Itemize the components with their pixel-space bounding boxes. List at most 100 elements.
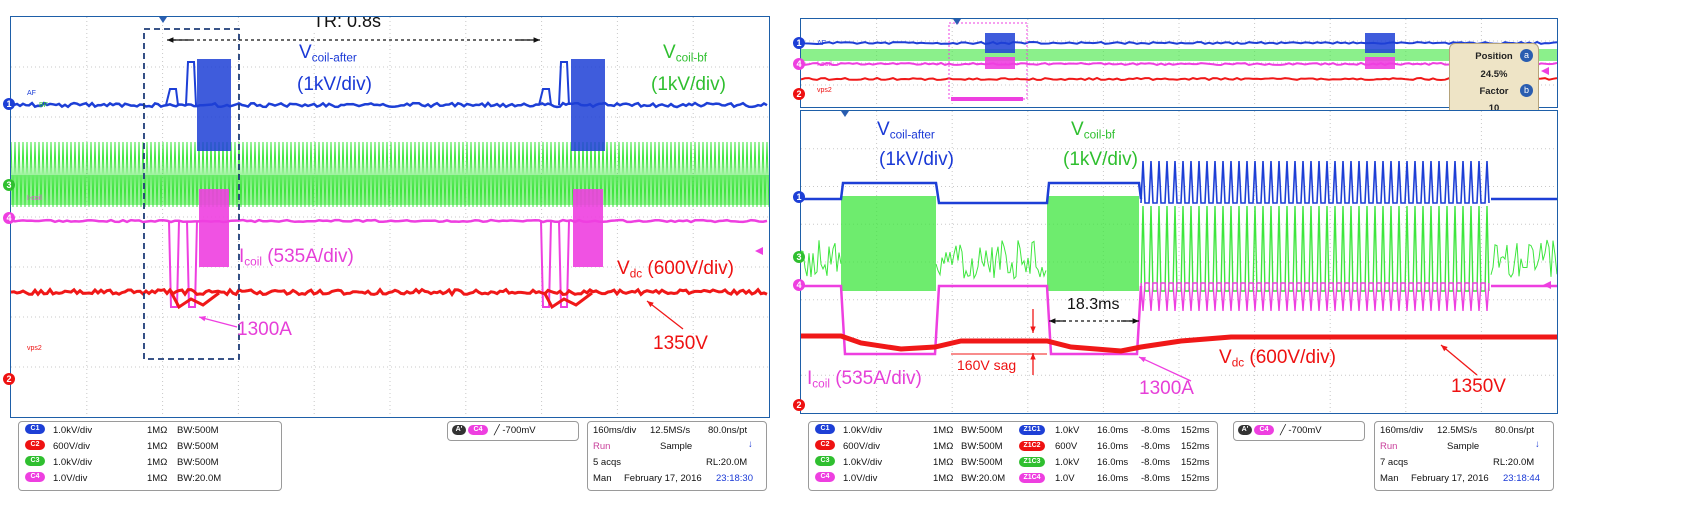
zoom-trigger-position-icon [841, 111, 849, 117]
zoom-channel-pill: Z1C2 [1019, 441, 1051, 452]
channel-pill: C2 [815, 440, 835, 450]
overview-plot-right [801, 19, 1557, 107]
zoom-channel-pill: Z1C3 [1019, 457, 1051, 468]
channel-row[interactable]: C2 600V/div 1MΩ BW:500M [25, 440, 51, 455]
acq-time: 23:18:30 [716, 473, 753, 484]
channel-row[interactable]: C1 1.0kV/div 1MΩ BW:500M Z1C1 1.0kV 16.0ms -8.0… [815, 424, 1215, 439]
channel-row[interactable]: C3 1.0kV/div 1MΩ BW:500M [25, 456, 51, 471]
acq-time: 23:18:44 [1503, 473, 1540, 484]
channel-impedance: 1MΩ [147, 473, 167, 484]
overview-trace-vcoil-bf [801, 49, 1557, 61]
trigger-source-pill: A' [1238, 425, 1252, 435]
label-vcoil-after: Vcoil-after [299, 43, 357, 64]
trace-vcoil-after-step [559, 62, 569, 105]
overview-burst [985, 57, 1015, 69]
zoom-label-current: 1300A [1139, 379, 1194, 398]
acq-record-length: RL:20.0M [1493, 457, 1534, 468]
channel-impedance: 1MΩ [933, 441, 953, 452]
label-vdc: Vdc (600V/div) [617, 259, 734, 280]
sag-arrow-down-head [1030, 327, 1035, 333]
label-vcoil-after-main: V [299, 42, 312, 63]
overview-tag-icoil: I-coil [817, 61, 832, 68]
channel-3-marker[interactable]: 3 [3, 179, 15, 191]
zoom-trace-vcoil-bf [801, 240, 841, 277]
acq-man: Man [1380, 473, 1398, 484]
channel-row[interactable]: C1 1.0kV/div 1MΩ BW:500M [25, 424, 51, 439]
channel-row[interactable]: C4 1.0V/div 1MΩ BW:20.0M [25, 472, 51, 487]
overview-channel-2-marker[interactable]: 2 [793, 88, 805, 100]
label-voltage: 1350V [653, 334, 708, 353]
channel-bandwidth: BW:500M [961, 457, 1003, 468]
zoom-pill: Z1C3 [1019, 457, 1045, 467]
label-vcoil-after-scale: (1kV/div) [297, 75, 372, 94]
zoom-knob-b-icon[interactable]: b [1520, 84, 1533, 97]
channel-bandwidth: BW:500M [177, 425, 219, 436]
waveform-screen-left: TR: 0.8s Vcoil-after (1kV/div) Vcoil-bf … [10, 16, 770, 418]
trigger-channel-pill: C4 [468, 425, 488, 435]
zoom-pos: -8.0ms [1141, 473, 1170, 484]
trace-vcoil-after [11, 103, 767, 107]
overview-tag-vps2: vps2 [817, 87, 832, 94]
zoom-label-vcoil-bf-sub: coil-bf [1084, 128, 1115, 141]
channel-pill: C3 [25, 456, 45, 466]
channel-row[interactable]: C2 600V/div 1MΩ BW:500M Z1C2 600V 16.0ms -8.0ms… [815, 440, 1215, 455]
acq-count: 7 acqs [1380, 457, 1408, 468]
zoom-label-vdc: Vdc (600V/div) [1219, 348, 1336, 369]
zoom-label-interval: 18.3ms [1067, 297, 1119, 313]
channel-row[interactable]: C4 1.0V/div 1MΩ BW:20.0M Z1C4 1.0V 16.0ms -8.0m… [815, 472, 1215, 487]
acq-timebase: 160ms/div [593, 425, 636, 436]
zoom-channel-pill: Z1C1 [1019, 425, 1051, 436]
trigger-panel-left[interactable]: A' C4 ╱ -700mV [447, 421, 579, 441]
zoom-channel-1-marker[interactable]: 1 [793, 191, 805, 203]
zoom-channel-4-marker[interactable]: 4 [793, 279, 805, 291]
overview-tag-af: AF [817, 40, 826, 47]
channel-scale: 1.0V/div [843, 473, 877, 484]
trigger-readout: A' C4 ╱ -700mV [452, 425, 536, 436]
zoom-pill: Z1C2 [1019, 441, 1045, 451]
overview-trace-vdc [801, 78, 1557, 80]
zoom-position-box[interactable]: Position a 24.5% Factor b 10 [1449, 43, 1539, 119]
overview-trigger-level-icon [1541, 67, 1549, 75]
zoom-div: 16.0ms [1097, 457, 1128, 468]
zoom-channel-3-marker[interactable]: 3 [793, 251, 805, 263]
acq-run-state[interactable]: Run [593, 441, 610, 452]
channel-impedance: 1MΩ [147, 457, 167, 468]
channel-scale: 1.0kV/div [53, 457, 92, 468]
channel-pill: C1 [25, 424, 45, 434]
label-icoil-sub: coil [244, 255, 262, 268]
zoom-rec: 152ms [1181, 457, 1210, 468]
zoom-label-vdc-scale: (600V/div) [1244, 347, 1336, 368]
channel-scale: 600V/div [53, 441, 90, 452]
channel-1-marker[interactable]: 1 [3, 98, 15, 110]
zoom-rec: 152ms [1181, 425, 1210, 436]
overview-trace-vcoil-after [801, 42, 1557, 44]
channel-2-marker[interactable]: 2 [3, 373, 15, 385]
label-current: 1300A [237, 320, 292, 339]
overview-screen-right: AF I-coil vps2 [800, 18, 1558, 108]
channel-row[interactable]: C3 1.0kV/div 1MΩ BW:500M Z1C3 1.0kV 16.0ms -8.0… [815, 456, 1215, 471]
tr-annotation: TR: 0.8s [309, 16, 385, 30]
label-vcoil-bf-sub: coil-bf [676, 51, 707, 64]
acq-run-state[interactable]: Run [1380, 441, 1397, 452]
overview-trace-icoil [801, 63, 1557, 65]
zoom-label-voltage: 1350V [1451, 377, 1506, 396]
tr-arrow-left-head [167, 37, 173, 42]
channel-pill: C3 [815, 456, 835, 466]
trigger-level-icon [755, 247, 763, 255]
trace-vcoil-after-step [166, 89, 178, 105]
trigger-panel-right[interactable]: A' C4 ╱ -700mV [1233, 421, 1365, 441]
zoom-label-vcoil-bf-main: V [1071, 119, 1084, 140]
tag-vps2: vps2 [27, 345, 42, 352]
overview-channel-1-marker[interactable]: 1 [793, 37, 805, 49]
acq-mode: Sample [660, 441, 692, 452]
acq-rate: 12.5MS/s [1437, 425, 1477, 436]
zoom-channel-2-marker[interactable]: 2 [793, 399, 805, 411]
trigger-level: -700mV [1288, 425, 1321, 436]
zoom-knob-a-icon[interactable]: a [1520, 49, 1533, 62]
overview-channel-4-marker[interactable]: 4 [793, 58, 805, 70]
label-vdc-scale: (600V/div) [642, 258, 734, 279]
channel-4-marker[interactable]: 4 [3, 212, 15, 224]
zoom-scale: 600V [1055, 441, 1077, 452]
zoom-rec: 152ms [1181, 441, 1210, 452]
label-vdc-main: V [617, 258, 630, 279]
